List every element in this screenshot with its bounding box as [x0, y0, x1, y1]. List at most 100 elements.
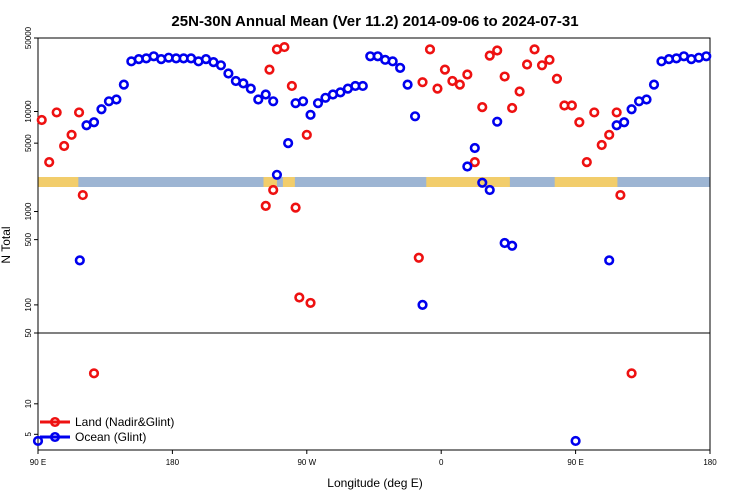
point-ocean-25: [253, 94, 264, 105]
point-land-1: [44, 157, 55, 168]
point-land-19: [417, 77, 428, 88]
map-strip-ocean: [38, 177, 710, 187]
point-land-46: [615, 189, 626, 201]
point-land-30: [499, 71, 510, 82]
point-ocean-60: [641, 94, 652, 105]
point-ocean-29: [283, 138, 294, 149]
point-ocean-28: [271, 169, 283, 180]
data-points: [32, 41, 712, 447]
y-tick-label-mid-1: 500: [24, 232, 33, 246]
point-land-15: [294, 292, 305, 303]
map-strip-land-4: [554, 177, 618, 187]
point-land-8: [260, 200, 271, 211]
point-land-43: [596, 139, 607, 151]
point-ocean-47: [417, 299, 428, 310]
point-land-17: [305, 297, 316, 309]
plot-border: [37, 37, 711, 451]
point-land-21: [432, 83, 443, 94]
x-tick-label-2: 90 W: [297, 458, 316, 467]
chart-title: 25N-30N Annual Mean (Ver 11.2) 2014-09-0…: [171, 13, 578, 30]
point-land-28: [484, 50, 495, 61]
legend-item-ocean: Ocean (Glint): [40, 430, 146, 444]
point-ocean-48: [462, 161, 473, 172]
point-land-40: [574, 117, 585, 128]
x-tick-label-5: 180: [703, 458, 717, 467]
point-land-39: [566, 100, 577, 111]
point-ocean-33: [312, 98, 324, 109]
y-tick-label-high-0: 5000: [24, 134, 33, 152]
point-land-37: [551, 73, 563, 84]
y-tick-label-mid-2: 1000: [24, 202, 33, 220]
x-axis-ticks: 90 E 180 90 W 0 90 E 180: [30, 450, 717, 467]
point-land-14: [290, 202, 301, 213]
point-ocean-31: [297, 96, 309, 107]
y-axis-ticks: 5000 10000 50000 100 500 1000 5 10 50: [24, 26, 38, 437]
point-land-33: [521, 59, 533, 70]
point-ocean-32: [305, 109, 316, 120]
point-ocean-23: [238, 78, 249, 89]
point-land-16: [301, 129, 312, 140]
point-land-34: [529, 44, 540, 55]
legend-item-land: Land (Nadir&Glint): [40, 415, 174, 429]
point-land-31: [507, 102, 518, 114]
point-land-44: [604, 129, 615, 140]
point-land-7: [88, 368, 100, 379]
point-ocean-61: [648, 79, 660, 90]
legend-label-ocean: Ocean (Glint): [75, 430, 146, 444]
point-land-36: [544, 54, 555, 65]
legend-label-land: Land (Nadir&Glint): [75, 415, 174, 429]
point-land-35: [536, 60, 548, 71]
point-land-25: [462, 69, 473, 80]
point-land-23: [447, 75, 458, 87]
y-tick-label-low-1: 10: [24, 399, 33, 408]
point-land-22: [439, 64, 451, 75]
point-ocean-7: [118, 79, 129, 90]
point-land-29: [492, 45, 503, 56]
point-land-3: [59, 140, 70, 152]
map-strip-land-0: [38, 177, 79, 187]
x-tick-label-1: 180: [166, 458, 180, 467]
y-axis-label: N Total: [0, 226, 13, 263]
point-land-13: [286, 80, 297, 92]
point-ocean-57: [619, 117, 630, 128]
point-ocean-4: [96, 104, 107, 115]
map-strip-land-2: [282, 177, 295, 187]
point-land-6: [77, 189, 88, 201]
point-ocean-45: [402, 79, 413, 90]
legend: Land (Nadir&Glint) Ocean (Glint): [40, 415, 174, 444]
point-ocean-0: [32, 435, 44, 447]
point-ocean-54: [507, 240, 518, 251]
point-land-41: [581, 157, 592, 168]
point-ocean-52: [492, 116, 503, 127]
map-strip-land-3: [426, 177, 510, 187]
point-land-5: [73, 107, 85, 118]
point-ocean-36: [335, 87, 346, 98]
map-strip: [38, 177, 710, 187]
point-land-18: [413, 252, 424, 263]
point-ocean-46: [409, 111, 421, 122]
point-ocean-51: [484, 184, 495, 196]
point-land-4: [66, 129, 77, 140]
point-ocean-26: [260, 89, 271, 100]
point-ocean-20: [215, 60, 227, 71]
y-tick-label-mid-0: 100: [24, 298, 33, 312]
legend-marker-ocean: [49, 431, 61, 443]
point-ocean-68: [701, 51, 712, 62]
x-tick-label-0: 90 E: [30, 458, 46, 467]
point-ocean-43: [387, 56, 398, 67]
point-ocean-50: [477, 177, 488, 188]
point-land-47: [626, 368, 637, 379]
point-land-12: [279, 41, 290, 53]
point-land-0: [36, 114, 47, 126]
point-land-20: [424, 44, 436, 55]
x-axis-label: Longitude (deg E): [327, 476, 422, 490]
point-land-2: [51, 107, 62, 118]
point-ocean-58: [626, 104, 637, 115]
plot-frame: [37, 37, 711, 451]
y-tick-label-high-2: 50000: [24, 26, 33, 49]
point-ocean-3: [88, 117, 100, 128]
map-strip-land-1: [263, 177, 277, 187]
point-ocean-69: [570, 435, 581, 447]
point-land-26: [469, 157, 480, 168]
